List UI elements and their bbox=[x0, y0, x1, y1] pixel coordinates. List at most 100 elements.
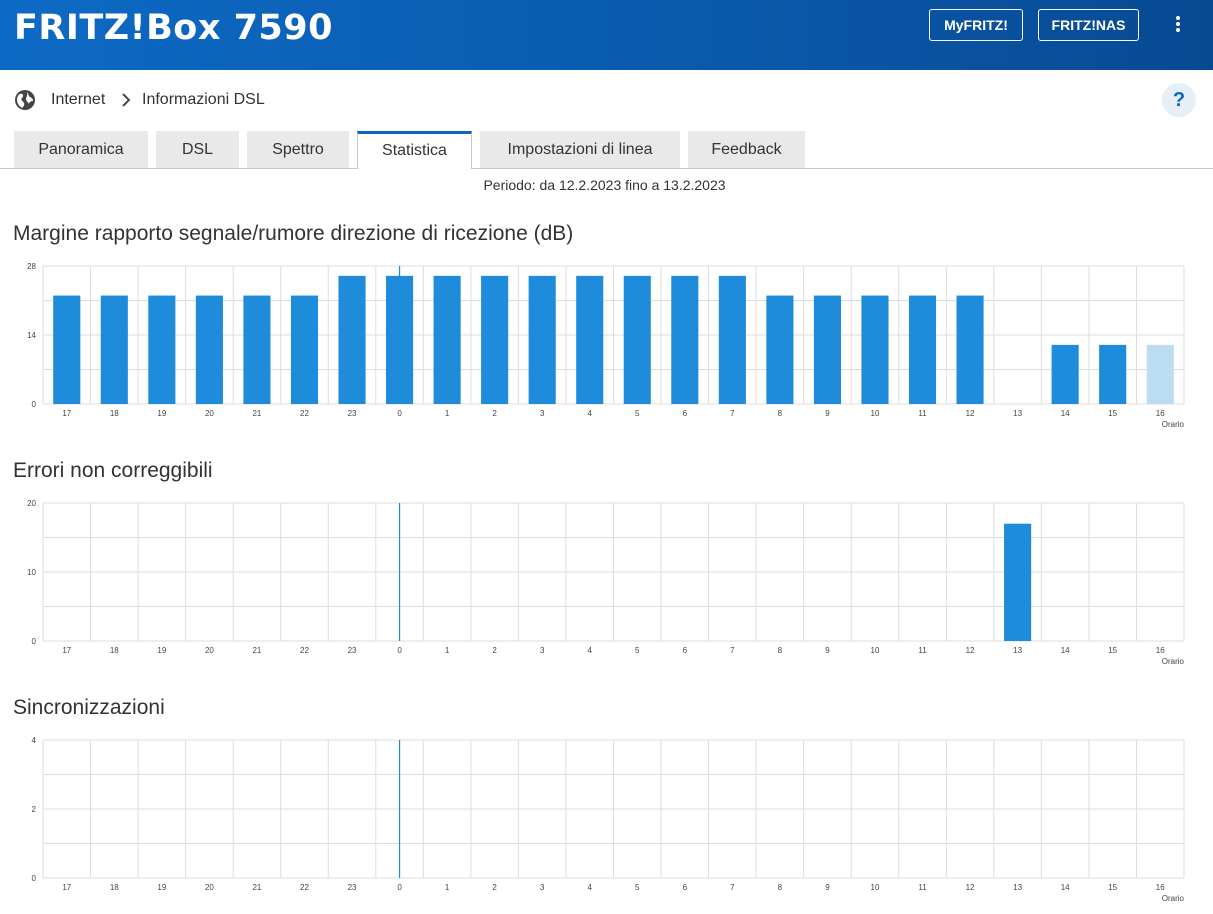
x-tick-label: 16 bbox=[1156, 883, 1165, 892]
x-tick-label: 1 bbox=[445, 646, 450, 655]
x-tick-label: 15 bbox=[1108, 409, 1117, 418]
x-tick-label: 17 bbox=[62, 646, 71, 655]
x-tick-label: 17 bbox=[62, 409, 71, 418]
x-tick-label: 12 bbox=[966, 409, 975, 418]
x-tick-label: 8 bbox=[778, 409, 783, 418]
bar bbox=[195, 295, 223, 404]
x-tick-label: 21 bbox=[252, 883, 261, 892]
y-tick-label: 20 bbox=[27, 499, 36, 508]
x-tick-label: 23 bbox=[348, 646, 357, 655]
tab-divider bbox=[0, 168, 1213, 169]
bar bbox=[861, 295, 889, 404]
x-axis-label: Orario bbox=[1162, 657, 1185, 666]
tab-feedback[interactable]: Feedback bbox=[688, 131, 805, 168]
x-tick-label: 0 bbox=[397, 883, 402, 892]
chart-title-snr: Margine rapporto segnale/rumore direzion… bbox=[13, 222, 574, 245]
x-tick-label: 7 bbox=[730, 883, 735, 892]
x-tick-label: 1 bbox=[445, 409, 450, 418]
chart-title-errors: Errori non correggibili bbox=[13, 459, 213, 482]
bar bbox=[718, 275, 746, 404]
x-tick-label: 19 bbox=[157, 646, 166, 655]
bar bbox=[1051, 344, 1079, 404]
x-tick-label: 22 bbox=[300, 409, 309, 418]
chevron-right-icon bbox=[122, 93, 131, 107]
x-tick-label: 13 bbox=[1013, 883, 1022, 892]
x-tick-label: 19 bbox=[157, 883, 166, 892]
bar bbox=[576, 275, 604, 404]
x-tick-label: 4 bbox=[588, 883, 593, 892]
x-tick-label: 20 bbox=[205, 646, 214, 655]
x-tick-label: 0 bbox=[397, 646, 402, 655]
bar bbox=[908, 295, 937, 404]
x-tick-label: 10 bbox=[871, 646, 880, 655]
x-tick-label: 9 bbox=[825, 409, 830, 418]
x-axis-label: Orario bbox=[1162, 894, 1185, 903]
x-tick-label: 13 bbox=[1013, 646, 1022, 655]
x-tick-label: 22 bbox=[300, 883, 309, 892]
tab-impostazioni-di-linea[interactable]: Impostazioni di linea bbox=[480, 131, 680, 168]
x-tick-label: 16 bbox=[1156, 409, 1165, 418]
x-tick-label: 4 bbox=[588, 646, 593, 655]
x-tick-label: 5 bbox=[635, 409, 640, 418]
bar bbox=[1099, 344, 1127, 404]
y-tick-label: 0 bbox=[32, 874, 37, 883]
tab-dsl[interactable]: DSL bbox=[156, 131, 239, 168]
x-tick-label: 14 bbox=[1061, 883, 1070, 892]
x-tick-label: 21 bbox=[252, 646, 261, 655]
kebab-menu-icon[interactable] bbox=[1168, 14, 1188, 38]
x-tick-label: 8 bbox=[778, 883, 783, 892]
x-tick-label: 7 bbox=[730, 409, 735, 418]
y-tick-label: 0 bbox=[32, 400, 37, 409]
bar bbox=[623, 275, 651, 404]
x-tick-label: 22 bbox=[300, 646, 309, 655]
x-tick-label: 18 bbox=[110, 883, 119, 892]
breadcrumb-item-internet[interactable]: Internet bbox=[51, 91, 106, 108]
y-tick-label: 0 bbox=[32, 637, 37, 646]
x-tick-label: 6 bbox=[683, 883, 688, 892]
bar bbox=[100, 295, 128, 404]
x-tick-label: 23 bbox=[348, 883, 357, 892]
x-tick-label: 18 bbox=[110, 646, 119, 655]
bar bbox=[481, 275, 509, 404]
x-axis-label: Orario bbox=[1162, 420, 1185, 429]
bar bbox=[243, 295, 271, 404]
x-tick-label: 12 bbox=[966, 646, 975, 655]
y-tick-label: 2 bbox=[32, 805, 37, 814]
x-tick-label: 4 bbox=[588, 409, 593, 418]
x-tick-label: 15 bbox=[1108, 646, 1117, 655]
x-tick-label: 11 bbox=[918, 409, 927, 418]
top-bar: FRITZ!Box 7590 MyFRITZ! FRITZ!NAS bbox=[0, 0, 1213, 70]
tab-statistica[interactable]: Statistica bbox=[357, 131, 472, 169]
x-tick-label: 15 bbox=[1108, 883, 1117, 892]
x-tick-label: 8 bbox=[778, 646, 783, 655]
bar bbox=[813, 295, 841, 404]
x-tick-label: 6 bbox=[683, 409, 688, 418]
x-tick-label: 23 bbox=[348, 409, 357, 418]
x-tick-label: 9 bbox=[825, 646, 830, 655]
x-tick-label: 10 bbox=[871, 409, 880, 418]
tab-spettro[interactable]: Spettro bbox=[247, 131, 349, 168]
bar bbox=[148, 295, 176, 404]
x-tick-label: 11 bbox=[918, 883, 927, 892]
myfritz-button[interactable]: MyFRITZ! bbox=[929, 9, 1023, 41]
fritznas-button[interactable]: FRITZ!NAS bbox=[1038, 9, 1139, 41]
x-tick-label: 20 bbox=[205, 409, 214, 418]
x-tick-label: 5 bbox=[635, 646, 640, 655]
x-tick-label: 19 bbox=[157, 409, 166, 418]
x-tick-label: 3 bbox=[540, 409, 545, 418]
bar bbox=[528, 275, 556, 404]
y-tick-label: 28 bbox=[27, 262, 36, 271]
x-tick-label: 1 bbox=[445, 883, 450, 892]
bar bbox=[433, 275, 461, 404]
tab-panoramica[interactable]: Panoramica bbox=[14, 131, 148, 168]
x-tick-label: 2 bbox=[492, 646, 497, 655]
bar bbox=[338, 275, 366, 404]
globe-icon bbox=[15, 90, 35, 110]
x-tick-label: 12 bbox=[966, 883, 975, 892]
y-tick-label: 14 bbox=[27, 331, 36, 340]
help-button[interactable]: ? bbox=[1162, 83, 1196, 117]
x-tick-label: 16 bbox=[1156, 646, 1165, 655]
